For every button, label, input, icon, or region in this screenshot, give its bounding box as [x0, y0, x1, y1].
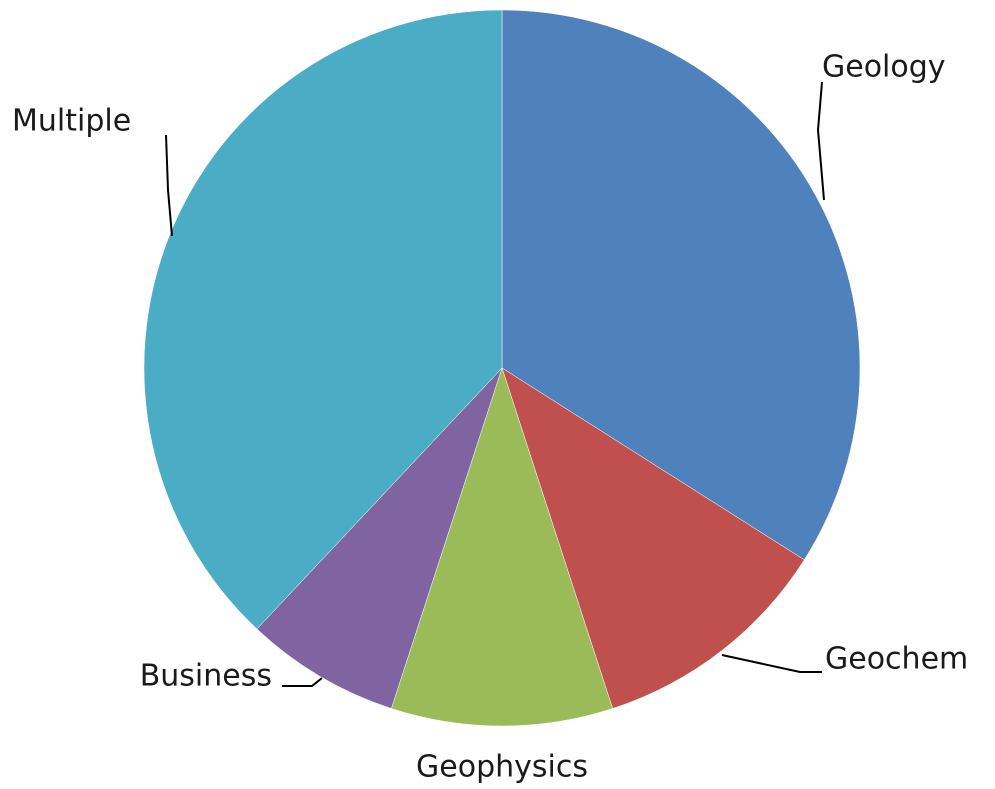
- slice-label: Business: [140, 659, 272, 694]
- pie-slice: [391, 367, 613, 727]
- leader-line: [816, 81, 825, 201]
- pie-slice: [501, 9, 861, 561]
- slice-label: Geophysics: [416, 750, 588, 785]
- leader-line: [282, 677, 323, 687]
- slice-label: Multiple: [12, 104, 131, 139]
- pie-slice: [256, 367, 503, 709]
- leader-line: [165, 134, 173, 237]
- pie-slice: [501, 367, 805, 709]
- slice-label: Geology: [822, 50, 946, 85]
- slice-label: Geochem: [825, 642, 968, 677]
- leader-line: [721, 654, 822, 673]
- pie-slice: [143, 9, 503, 630]
